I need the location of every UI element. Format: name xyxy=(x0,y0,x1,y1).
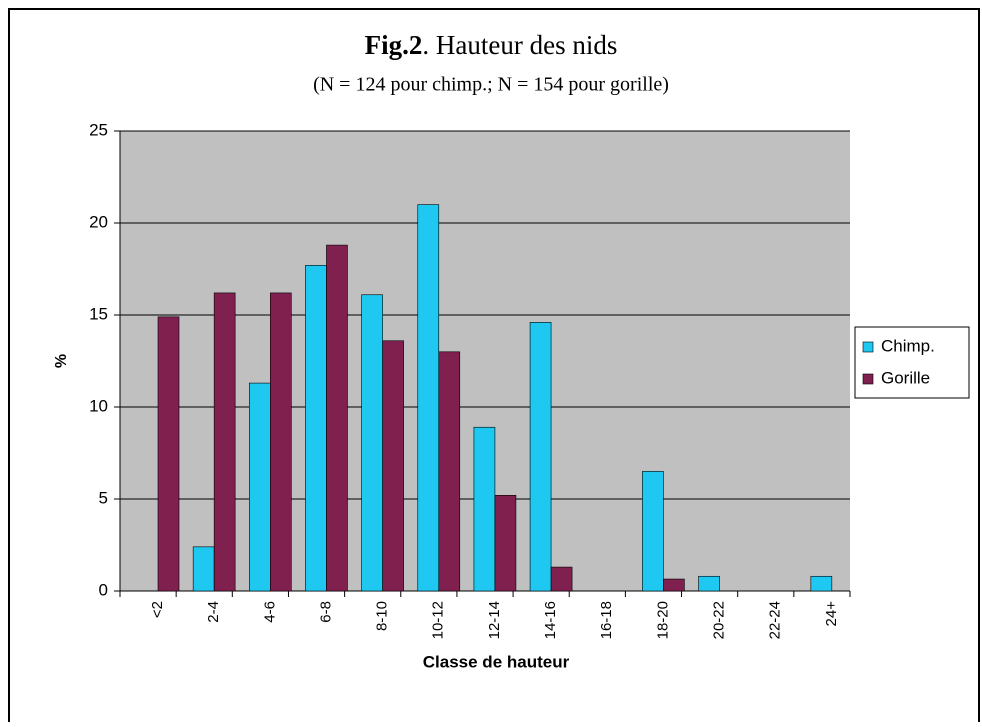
x-tick-label: 2-4 xyxy=(205,601,222,623)
bar xyxy=(438,351,461,592)
y-tick-label: 0 xyxy=(99,580,108,599)
legend-swatch xyxy=(862,373,874,385)
bar xyxy=(249,382,271,592)
x-tick-label: 20-22 xyxy=(711,601,728,639)
legend-box xyxy=(854,326,970,399)
chart-subtitle: (N = 124 pour chimp.; N = 154 pour goril… xyxy=(313,74,669,96)
x-tick-label: 22-24 xyxy=(767,601,784,639)
x-tick-label: 10-12 xyxy=(430,601,447,639)
bar xyxy=(157,316,180,592)
bar xyxy=(494,495,517,592)
title-bold: Fig.2 xyxy=(365,30,423,60)
bar xyxy=(192,546,215,592)
x-tick-label: 6-8 xyxy=(317,601,334,623)
x-tick-label: 16-18 xyxy=(598,601,615,639)
bar xyxy=(326,244,348,592)
bar xyxy=(550,566,573,592)
y-axis-label: % xyxy=(53,354,70,368)
bar xyxy=(417,204,440,592)
x-tick-label: 12-14 xyxy=(486,601,503,639)
legend-label: Chimp. xyxy=(881,336,935,355)
bar xyxy=(473,426,496,592)
title-rest: . Hauteur des nids xyxy=(422,30,617,60)
bar xyxy=(305,265,327,592)
x-tick-label: <2 xyxy=(149,601,166,618)
bar xyxy=(642,471,664,592)
x-tick-label: 24+ xyxy=(823,601,840,627)
bar xyxy=(663,578,685,592)
y-tick-label: 5 xyxy=(99,488,108,507)
bar xyxy=(529,322,552,592)
y-tick-label: 15 xyxy=(89,304,108,323)
x-tick-label: 18-20 xyxy=(654,601,671,639)
y-tick-label: 10 xyxy=(89,396,108,415)
x-axis-label: Classe de hauteur xyxy=(423,652,570,671)
bar xyxy=(270,292,292,592)
bar xyxy=(361,294,383,592)
frame xyxy=(8,8,980,722)
y-tick-label: 20 xyxy=(89,212,108,231)
y-tick-label: 25 xyxy=(89,120,108,139)
bar xyxy=(213,292,236,592)
chart-title: Fig.2. Hauteur des nids xyxy=(365,30,618,60)
x-tick-label: 4-6 xyxy=(261,601,278,623)
legend-label: Gorille xyxy=(881,368,930,387)
bar xyxy=(698,575,720,592)
bar xyxy=(382,340,404,592)
x-tick-label: 14-16 xyxy=(542,601,559,639)
bar xyxy=(810,575,833,592)
x-tick-label: 8-10 xyxy=(374,601,391,631)
legend-swatch xyxy=(862,341,874,353)
